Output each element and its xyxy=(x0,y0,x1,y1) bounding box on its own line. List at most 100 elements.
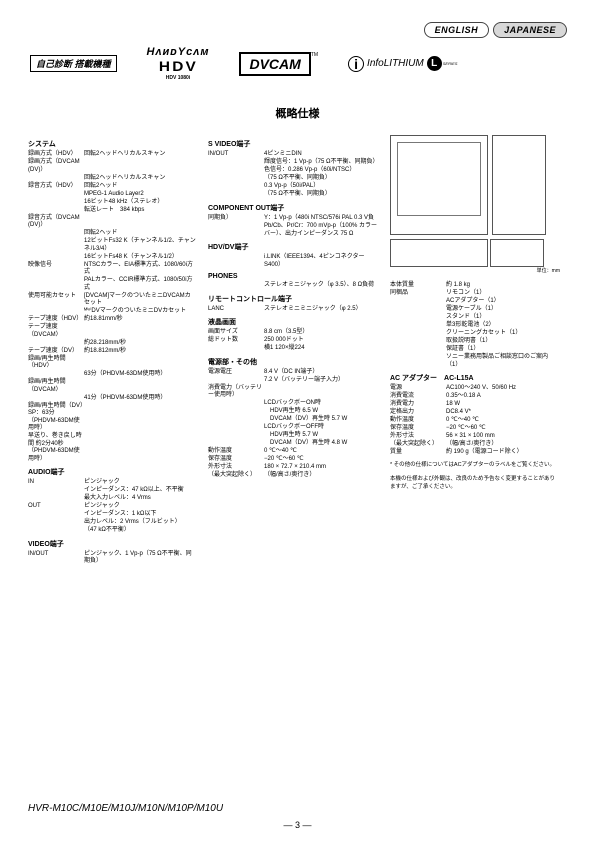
spec-value: バー）、出力インピーダンス 75 Ω xyxy=(264,231,378,239)
spec-row: （最大突起除く）（幅/高さ/奥行き） xyxy=(390,441,560,449)
spec-row: 電源AC100～240 V、50/60 Hz xyxy=(390,385,560,393)
spec-row: 転送レート 384 kbps xyxy=(28,207,196,215)
spec-label: 質量 xyxy=(390,449,446,457)
series-text: SERIES xyxy=(443,61,458,66)
spec-row: DVCAM（DV）再生時 4.8 W xyxy=(208,440,378,448)
spec-value: 出力レベル：2 Vrms（フルビット） xyxy=(84,519,196,527)
spec-row: クリーニングカセット（1） xyxy=(390,330,560,338)
spec-value: 色信号：0.286 Vp-p（60i/NTSC） xyxy=(264,167,378,175)
spec-row: 画面サイズ8.8 cm（3.5型） xyxy=(208,329,378,337)
spec-label: 使用可能カセット xyxy=(28,293,84,308)
spec-row: 動作温度0 ℃～40 ℃ xyxy=(208,448,378,456)
spec-label: 総ドット数 xyxy=(208,337,264,345)
footer-model: HVR-M10C/M10E/M10J/M10N/M10P/M10U xyxy=(28,803,223,814)
spec-label: テープ速度（DV） xyxy=(28,348,84,356)
spec-label xyxy=(208,191,264,199)
spec-value: （75 Ω不平衡、同期負） xyxy=(264,175,378,183)
spec-value: 約18.812mm/秒 xyxy=(84,348,196,356)
spec-label: 録画/再生時間（HDV） xyxy=(28,356,84,371)
spec-label: OUT xyxy=(28,503,84,511)
spec-row: 動作温度0 ℃～40 ℃ xyxy=(390,417,560,425)
spec-row: i.LINK（IEEE1394、4ピンコネクター S400） xyxy=(208,254,378,269)
section-lcd: 液晶画面 xyxy=(208,317,378,327)
spec-value: （幅/高さ/奥行き） xyxy=(264,472,378,480)
spec-label xyxy=(28,519,84,527)
spec-value: 転送レート 384 kbps xyxy=(84,207,196,215)
spec-row: 16ビットFs48 K（チャンネル1/2） xyxy=(28,254,196,262)
section-remote: リモートコントロール端子 xyxy=(208,294,378,304)
spec-value: 回転2ヘッド xyxy=(84,183,196,191)
section-adapter: AC アダプター AC-L15A xyxy=(390,373,560,383)
spec-value: i.LINK（IEEE1394、4ピンコネクター S400） xyxy=(264,254,378,269)
spec-label xyxy=(208,408,264,416)
spec-label: 録画/再生時間（DV）SP：63分（PHDVM-63DM使用時） xyxy=(28,403,84,433)
spec-value: ᴹⁱⁿⁱDVマークのついたミニDVカセット xyxy=(84,308,196,316)
spec-label xyxy=(208,183,264,191)
hdv-text: HDV xyxy=(143,58,212,74)
spec-label: IN/OUT xyxy=(28,551,84,566)
english-button[interactable]: ENGLISH xyxy=(424,22,490,38)
spec-value: 約18.81mm/秒 xyxy=(84,316,196,324)
spec-label: 録画方式（DVCAM (DV)） xyxy=(28,159,84,174)
spec-value: Pb/Cb、Pr/Cr：700 mVp-p（100% カラー xyxy=(264,223,378,231)
spec-value: 8.4 V（DC IN端子） xyxy=(264,369,378,377)
spec-value: 約 190 g（電源コード除く） xyxy=(446,449,560,457)
spec-value: −20 ℃～60 ℃ xyxy=(446,425,560,433)
spec-value: 41分（PHDVM-63DM使用時） xyxy=(84,395,196,403)
spec-row: バー）、出力インピーダンス 75 Ω xyxy=(208,231,378,239)
spec-label: 動作温度 xyxy=(390,417,446,425)
spec-value xyxy=(84,379,196,394)
spec-value: DC8.4 V* xyxy=(446,409,560,417)
infolithium-logo: i InfoLITHIUM L SERIES xyxy=(348,56,457,72)
spec-value: 4ピンミニDIN xyxy=(264,151,378,159)
spec-row: LANCステレオミニミニジャック（φ 2.5） xyxy=(208,306,378,314)
section-component: COMPONENT OUT端子 xyxy=(208,203,378,213)
change-note: 本機の仕様および外観は、改良のため予告なく変更することがありますが、ご了承くださ… xyxy=(390,474,560,490)
spec-value: 単3形乾電池（2） xyxy=(446,322,560,330)
spec-row: 最大入力レベル：4 Vrms xyxy=(28,495,196,503)
spec-label: 消費電流 xyxy=(390,393,446,401)
handycam-logo: HᴧᴎᴅYᴄᴧᴍ HDV HDV 1080i xyxy=(147,46,210,81)
spec-label xyxy=(208,282,264,290)
spec-value: リモコン（1） xyxy=(446,290,560,298)
spec-label xyxy=(208,345,264,353)
spec-label: 録音方式（HDV） xyxy=(28,183,84,191)
spec-label: 映像信号 xyxy=(28,262,84,277)
spec-row: 電源ケーブル（1） xyxy=(390,306,560,314)
spec-row: 横1 120×縦224 xyxy=(208,345,378,353)
spec-value: 0 ℃～40 ℃ xyxy=(446,417,560,425)
section-power: 電源部・その他 xyxy=(208,357,378,367)
spec-label xyxy=(28,487,84,495)
spec-row: 輝度信号：1 Vp-p（75 Ω不平衡、同期負） xyxy=(208,159,378,167)
spec-row: 16ビット48 kHz（ステレオ） xyxy=(28,199,196,207)
spec-row: ACアダプター（1） xyxy=(390,298,560,306)
section-phones: PHONES xyxy=(208,273,378,280)
hdv-sub: HDV 1080i xyxy=(147,75,210,81)
dimension-diagram: 単位：mm xyxy=(390,135,560,274)
spec-row: ステレオミニジャック（φ 3.5）、8 Ω負荷 xyxy=(208,282,378,290)
spec-value xyxy=(84,403,196,433)
diagram-top xyxy=(390,239,488,267)
spec-value: 電源ケーブル（1） xyxy=(446,306,560,314)
spec-label: （最大突起除く） xyxy=(208,472,264,480)
spec-value: MPEG-1 Audio Layer2 xyxy=(84,191,196,199)
spec-value: 180 × 72.7 × 210.4 mm xyxy=(264,464,378,472)
spec-label: 動作温度 xyxy=(208,448,264,456)
spec-label xyxy=(28,495,84,503)
spec-row: 録音方式（DVCAM (DV)） xyxy=(28,215,196,230)
spec-value: 保証書（1） xyxy=(446,346,560,354)
spec-row: 41分（PHDVM-63DM使用時） xyxy=(28,395,196,403)
spec-row: 12ビットFs32 K（チャンネル1/2、チャンネル3/4） xyxy=(28,238,196,253)
spec-label xyxy=(208,223,264,231)
spec-row: （最大突起除く）（幅/高さ/奥行き） xyxy=(208,472,378,480)
spec-label: 電源 xyxy=(390,385,446,393)
spec-label xyxy=(28,199,84,207)
spec-value: DVCAM（DV）再生時 5.7 W xyxy=(264,416,378,424)
spec-label: テープ速度（HDV） xyxy=(28,316,84,324)
spec-value: 18 W xyxy=(446,401,560,409)
japanese-button[interactable]: JAPANESE xyxy=(493,22,567,38)
spec-value: ピンジャック、1 Vp-p（75 Ω不平衡、同期負） xyxy=(84,551,196,566)
spec-label: 消費電力（バッテリー使用時） xyxy=(208,385,264,400)
spec-row: テープ速度（DV）約18.812mm/秒 xyxy=(28,348,196,356)
spec-row: 映像信号NTSCカラー、EIA標準方式、1080/60i方式 xyxy=(28,262,196,277)
